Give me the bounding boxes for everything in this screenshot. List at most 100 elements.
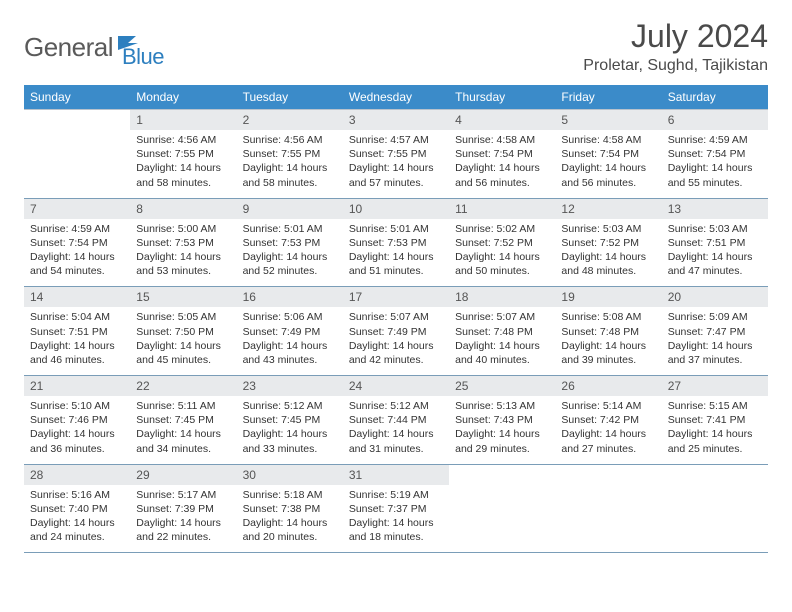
day-number: 8 <box>130 198 236 219</box>
day-cell: Sunrise: 5:08 AMSunset: 7:48 PMDaylight:… <box>555 307 661 375</box>
day-cell: Sunrise: 5:12 AMSunset: 7:44 PMDaylight:… <box>343 396 449 464</box>
day-cell-line: Daylight: 14 hours and 36 minutes. <box>30 427 124 455</box>
day-cell-line: Sunset: 7:55 PM <box>349 147 443 161</box>
day-cell: Sunrise: 4:57 AMSunset: 7:55 PMDaylight:… <box>343 130 449 198</box>
day-cell-line: Sunrise: 5:03 AM <box>668 222 762 236</box>
day-cell-line: Sunrise: 5:15 AM <box>668 399 762 413</box>
title-block: July 2024 Proletar, Sughd, Tajikistan <box>583 18 768 77</box>
month-title: July 2024 <box>583 18 768 55</box>
dayname-wednesday: Wednesday <box>343 85 449 110</box>
day-cell-line: Sunset: 7:45 PM <box>243 413 337 427</box>
day-cell-line: Daylight: 14 hours and 27 minutes. <box>561 427 655 455</box>
day-cell-line: Sunrise: 5:02 AM <box>455 222 549 236</box>
content-row: Sunrise: 4:59 AMSunset: 7:54 PMDaylight:… <box>24 219 768 287</box>
day-cell <box>555 485 661 553</box>
day-cell-line: Sunset: 7:54 PM <box>455 147 549 161</box>
day-number: 30 <box>237 464 343 485</box>
day-cell: Sunrise: 4:59 AMSunset: 7:54 PMDaylight:… <box>662 130 768 198</box>
day-cell-line: Sunrise: 5:01 AM <box>349 222 443 236</box>
dayname-saturday: Saturday <box>662 85 768 110</box>
dayname-monday: Monday <box>130 85 236 110</box>
day-cell-line: Daylight: 14 hours and 29 minutes. <box>455 427 549 455</box>
day-number: 19 <box>555 287 661 308</box>
day-cell-line: Sunrise: 4:58 AM <box>561 133 655 147</box>
day-number: 22 <box>130 376 236 397</box>
day-cell-line: Sunset: 7:50 PM <box>136 325 230 339</box>
day-cell-line: Sunrise: 4:59 AM <box>668 133 762 147</box>
day-cell-line: Daylight: 14 hours and 34 minutes. <box>136 427 230 455</box>
day-cell: Sunrise: 5:03 AMSunset: 7:52 PMDaylight:… <box>555 219 661 287</box>
day-cell-line: Sunrise: 5:16 AM <box>30 488 124 502</box>
day-number: 18 <box>449 287 555 308</box>
day-cell: Sunrise: 5:00 AMSunset: 7:53 PMDaylight:… <box>130 219 236 287</box>
day-number: 29 <box>130 464 236 485</box>
day-cell-line: Sunrise: 5:12 AM <box>243 399 337 413</box>
day-cell-line: Daylight: 14 hours and 46 minutes. <box>30 339 124 367</box>
content-row: Sunrise: 4:56 AMSunset: 7:55 PMDaylight:… <box>24 130 768 198</box>
day-cell-line: Sunrise: 5:03 AM <box>561 222 655 236</box>
day-cell <box>24 130 130 198</box>
daynum-row: 28293031 <box>24 464 768 485</box>
day-number <box>24 110 130 131</box>
day-cell: Sunrise: 5:10 AMSunset: 7:46 PMDaylight:… <box>24 396 130 464</box>
day-cell-line: Sunrise: 5:19 AM <box>349 488 443 502</box>
day-cell: Sunrise: 5:09 AMSunset: 7:47 PMDaylight:… <box>662 307 768 375</box>
day-cell-line: Sunrise: 5:01 AM <box>243 222 337 236</box>
day-cell-line: Sunset: 7:40 PM <box>30 502 124 516</box>
day-cell-line: Sunrise: 5:06 AM <box>243 310 337 324</box>
day-cell-line: Sunset: 7:49 PM <box>349 325 443 339</box>
day-cell: Sunrise: 5:07 AMSunset: 7:48 PMDaylight:… <box>449 307 555 375</box>
day-cell <box>449 485 555 553</box>
day-cell-line: Daylight: 14 hours and 55 minutes. <box>668 161 762 189</box>
day-cell: Sunrise: 5:15 AMSunset: 7:41 PMDaylight:… <box>662 396 768 464</box>
day-cell-line: Sunset: 7:55 PM <box>136 147 230 161</box>
day-cell-line: Sunset: 7:46 PM <box>30 413 124 427</box>
day-cell-line: Daylight: 14 hours and 43 minutes. <box>243 339 337 367</box>
day-cell-line: Daylight: 14 hours and 39 minutes. <box>561 339 655 367</box>
day-cell: Sunrise: 4:56 AMSunset: 7:55 PMDaylight:… <box>237 130 343 198</box>
daynum-row: 123456 <box>24 110 768 131</box>
day-number: 6 <box>662 110 768 131</box>
day-cell: Sunrise: 5:01 AMSunset: 7:53 PMDaylight:… <box>237 219 343 287</box>
day-number: 5 <box>555 110 661 131</box>
day-cell: Sunrise: 5:16 AMSunset: 7:40 PMDaylight:… <box>24 485 130 553</box>
day-cell-line: Sunrise: 5:10 AM <box>30 399 124 413</box>
daynum-row: 14151617181920 <box>24 287 768 308</box>
day-cell-line: Sunset: 7:52 PM <box>455 236 549 250</box>
day-number: 17 <box>343 287 449 308</box>
day-cell-line: Daylight: 14 hours and 22 minutes. <box>136 516 230 544</box>
day-number: 28 <box>24 464 130 485</box>
day-cell-line: Sunset: 7:38 PM <box>243 502 337 516</box>
day-number: 2 <box>237 110 343 131</box>
day-number: 4 <box>449 110 555 131</box>
day-number: 20 <box>662 287 768 308</box>
day-cell-line: Daylight: 14 hours and 45 minutes. <box>136 339 230 367</box>
day-number: 13 <box>662 198 768 219</box>
day-cell-line: Sunrise: 5:18 AM <box>243 488 337 502</box>
day-cell-line: Sunrise: 4:56 AM <box>136 133 230 147</box>
day-cell: Sunrise: 5:05 AMSunset: 7:50 PMDaylight:… <box>130 307 236 375</box>
day-cell-line: Sunrise: 4:57 AM <box>349 133 443 147</box>
day-number: 3 <box>343 110 449 131</box>
calendar-body: 123456 Sunrise: 4:56 AMSunset: 7:55 PMDa… <box>24 110 768 553</box>
day-cell-line: Daylight: 14 hours and 40 minutes. <box>455 339 549 367</box>
day-cell-line: Sunset: 7:51 PM <box>30 325 124 339</box>
day-cell-line: Sunset: 7:54 PM <box>30 236 124 250</box>
day-cell-line: Sunrise: 5:08 AM <box>561 310 655 324</box>
day-cell: Sunrise: 5:19 AMSunset: 7:37 PMDaylight:… <box>343 485 449 553</box>
day-cell-line: Sunrise: 5:05 AM <box>136 310 230 324</box>
day-cell: Sunrise: 4:56 AMSunset: 7:55 PMDaylight:… <box>130 130 236 198</box>
day-cell-line: Daylight: 14 hours and 33 minutes. <box>243 427 337 455</box>
day-cell-line: Sunrise: 5:00 AM <box>136 222 230 236</box>
day-cell: Sunrise: 5:12 AMSunset: 7:45 PMDaylight:… <box>237 396 343 464</box>
day-cell-line: Daylight: 14 hours and 56 minutes. <box>455 161 549 189</box>
day-cell: Sunrise: 4:59 AMSunset: 7:54 PMDaylight:… <box>24 219 130 287</box>
day-cell-line: Sunrise: 5:07 AM <box>455 310 549 324</box>
logo: General Blue <box>24 24 164 70</box>
day-cell-line: Sunset: 7:37 PM <box>349 502 443 516</box>
day-cell: Sunrise: 5:11 AMSunset: 7:45 PMDaylight:… <box>130 396 236 464</box>
day-cell-line: Sunset: 7:49 PM <box>243 325 337 339</box>
day-cell: Sunrise: 5:03 AMSunset: 7:51 PMDaylight:… <box>662 219 768 287</box>
location: Proletar, Sughd, Tajikistan <box>583 57 768 75</box>
day-cell-line: Sunset: 7:54 PM <box>668 147 762 161</box>
